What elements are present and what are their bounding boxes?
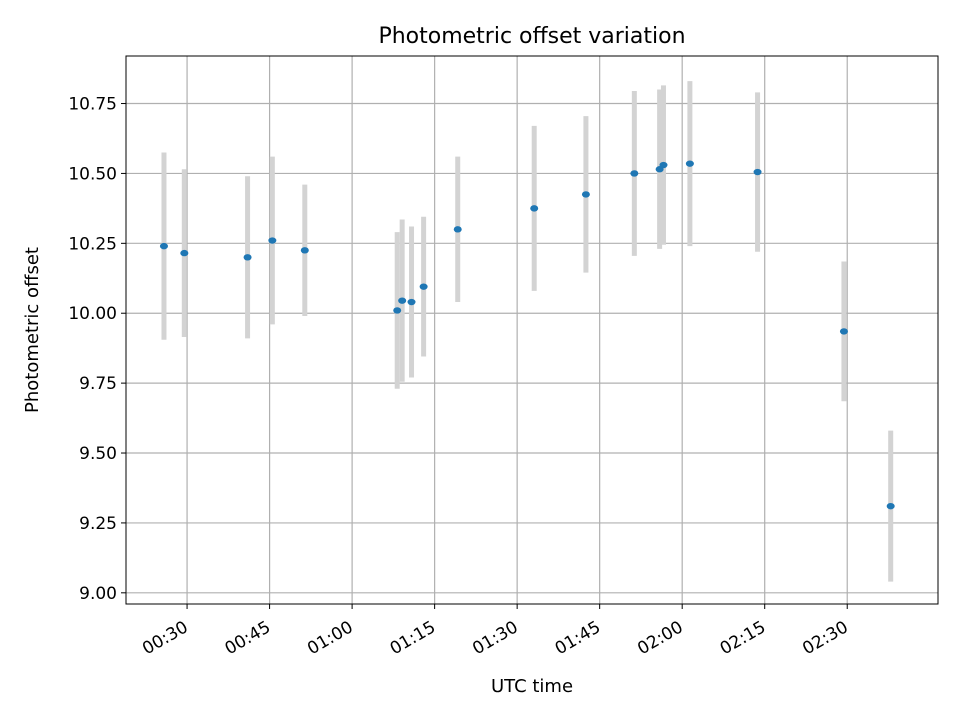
data-point	[530, 205, 539, 212]
data-point	[180, 249, 189, 257]
chart-title: Photometric offset variation	[378, 24, 685, 49]
data-point	[630, 170, 639, 177]
data-point	[159, 242, 168, 250]
y-tick-label: 9.25	[79, 514, 117, 534]
y-tick-label: 9.75	[79, 374, 117, 394]
data-point	[685, 160, 694, 167]
data-point	[753, 168, 762, 176]
y-tick-label: 10.50	[68, 164, 117, 184]
y-tick-label: 10.25	[68, 234, 117, 254]
y-tick-label: 9.00	[79, 584, 117, 604]
y-tick-label: 10.00	[68, 304, 117, 324]
data-point	[581, 191, 590, 198]
data-point	[268, 237, 277, 244]
y-axis-label: Photometric offset	[22, 247, 43, 413]
y-axis-ticks: 9.00 9.25 9.50 9.75 10.00 10.25 10.50 10.75	[68, 95, 126, 604]
data-point	[407, 298, 416, 306]
data-point	[393, 307, 402, 314]
grid	[126, 56, 938, 604]
data-point	[453, 226, 462, 233]
plot-frame	[125, 55, 939, 605]
data-point	[398, 297, 407, 304]
data-point	[886, 502, 895, 510]
y-tick-label: 10.75	[68, 95, 117, 115]
data-points	[159, 160, 895, 510]
y-tick-label: 9.50	[79, 444, 117, 464]
x-axis-label: UTC time	[491, 676, 573, 697]
data-point	[300, 247, 309, 254]
data-point	[419, 283, 428, 290]
data-point	[659, 161, 668, 169]
data-point	[243, 254, 252, 261]
data-point	[839, 328, 848, 335]
